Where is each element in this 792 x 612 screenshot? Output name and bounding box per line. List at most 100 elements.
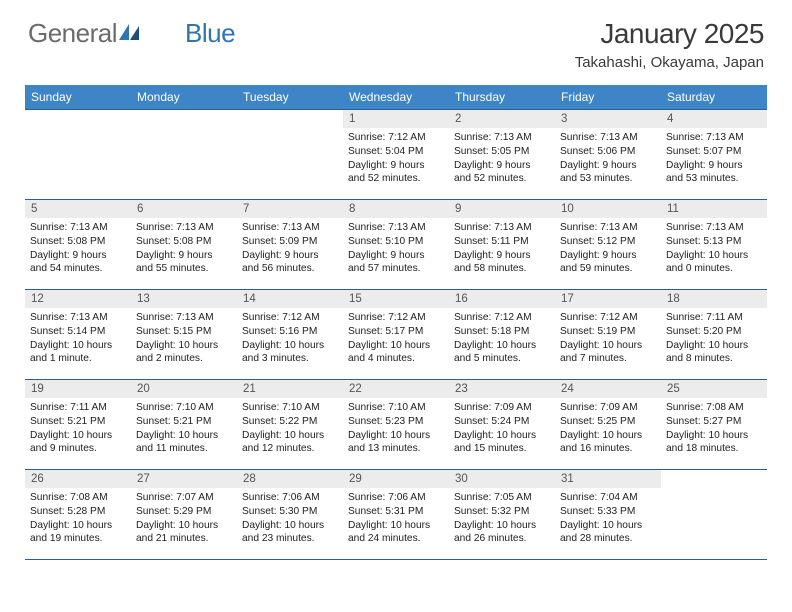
calendar-cell: 2 Sunrise: 7:13 AMSunset: 5:05 PMDaylight… xyxy=(449,110,555,200)
weekday-header: Wednesday xyxy=(343,85,449,110)
daylight-line: Daylight: 9 hours and 53 minutes. xyxy=(560,159,656,187)
day-number: 5 xyxy=(25,200,131,218)
calendar-cell: 3Sunrise: 7:13 AMSunset: 5:06 PMDaylight… xyxy=(555,110,661,200)
calendar-cell: 26Sunrise: 7:08 AMSunset: 5:28 PMDayligh… xyxy=(25,470,131,560)
day-info: Sunrise: 7:08 AMSunset: 5:28 PMDaylight:… xyxy=(25,488,131,550)
calendar-row: 19Sunrise: 7:11 AMSunset: 5:21 PMDayligh… xyxy=(25,380,767,470)
day-number: 4 xyxy=(661,110,767,128)
day-number: 3 xyxy=(555,110,661,128)
sunset-line: Sunset: 5:19 PM xyxy=(560,325,656,339)
daylight-line: Daylight: 10 hours and 18 minutes. xyxy=(666,429,762,457)
sunset-line: Sunset: 5:12 PM xyxy=(560,235,656,249)
calendar-cell: 23Sunrise: 7:09 AMSunset: 5:24 PMDayligh… xyxy=(449,380,555,470)
calendar-cell: 13Sunrise: 7:13 AMSunset: 5:15 PMDayligh… xyxy=(131,290,237,380)
sunset-line: Sunset: 5:20 PM xyxy=(666,325,762,339)
sunrise-line: Sunrise: 7:13 AM xyxy=(454,221,550,235)
day-info: Sunrise: 7:13 AMSunset: 5:08 PMDaylight:… xyxy=(131,218,237,280)
day-number: 16 xyxy=(449,290,555,308)
daylight-line: Daylight: 9 hours and 52 minutes. xyxy=(348,159,444,187)
sunset-line: Sunset: 5:08 PM xyxy=(30,235,126,249)
day-number: 10 xyxy=(555,200,661,218)
day-number: 17 xyxy=(555,290,661,308)
calendar-cell: 16Sunrise: 7:12 AMSunset: 5:18 PMDayligh… xyxy=(449,290,555,380)
calendar-cell xyxy=(131,110,237,200)
sunrise-line: Sunrise: 7:13 AM xyxy=(136,311,232,325)
daylight-line: Daylight: 10 hours and 15 minutes. xyxy=(454,429,550,457)
day-info: Sunrise: 7:10 AMSunset: 5:23 PMDaylight:… xyxy=(343,398,449,460)
sunrise-line: Sunrise: 7:06 AM xyxy=(242,491,338,505)
calendar-cell: 18Sunrise: 7:11 AMSunset: 5:20 PMDayligh… xyxy=(661,290,767,380)
sunset-line: Sunset: 5:06 PM xyxy=(560,145,656,159)
calendar-cell: 7Sunrise: 7:13 AMSunset: 5:09 PMDaylight… xyxy=(237,200,343,290)
day-number: 14 xyxy=(237,290,343,308)
day-info: Sunrise: 7:13 AMSunset: 5:08 PMDaylight:… xyxy=(25,218,131,280)
day-info: Sunrise: 7:12 AMSunset: 5:17 PMDaylight:… xyxy=(343,308,449,370)
sunrise-line: Sunrise: 7:10 AM xyxy=(348,401,444,415)
day-info: Sunrise: 7:13 AMSunset: 5:09 PMDaylight:… xyxy=(237,218,343,280)
weekday-header: Friday xyxy=(555,85,661,110)
sunrise-line: Sunrise: 7:08 AM xyxy=(30,491,126,505)
day-info: Sunrise: 7:06 AMSunset: 5:30 PMDaylight:… xyxy=(237,488,343,550)
sunrise-line: Sunrise: 7:11 AM xyxy=(666,311,762,325)
sunrise-line: Sunrise: 7:07 AM xyxy=(136,491,232,505)
sunset-line: Sunset: 5:13 PM xyxy=(666,235,762,249)
daylight-line: Daylight: 10 hours and 0 minutes. xyxy=(666,249,762,277)
calendar-cell: 27Sunrise: 7:07 AMSunset: 5:29 PMDayligh… xyxy=(131,470,237,560)
calendar-cell: 9Sunrise: 7:13 AMSunset: 5:11 PMDaylight… xyxy=(449,200,555,290)
day-info: Sunrise: 7:11 AMSunset: 5:20 PMDaylight:… xyxy=(661,308,767,370)
calendar-row: 26Sunrise: 7:08 AMSunset: 5:28 PMDayligh… xyxy=(25,470,767,560)
sunset-line: Sunset: 5:25 PM xyxy=(560,415,656,429)
daylight-line: Daylight: 10 hours and 4 minutes. xyxy=(348,339,444,367)
day-info: Sunrise: 7:04 AMSunset: 5:33 PMDaylight:… xyxy=(555,488,661,550)
sunrise-line: Sunrise: 7:13 AM xyxy=(666,221,762,235)
calendar-cell: 25Sunrise: 7:08 AMSunset: 5:27 PMDayligh… xyxy=(661,380,767,470)
day-info: Sunrise: 7:08 AMSunset: 5:27 PMDaylight:… xyxy=(661,398,767,460)
daylight-line: Daylight: 10 hours and 12 minutes. xyxy=(242,429,338,457)
calendar-cell: 17Sunrise: 7:12 AMSunset: 5:19 PMDayligh… xyxy=(555,290,661,380)
sunrise-line: Sunrise: 7:10 AM xyxy=(242,401,338,415)
daylight-line: Daylight: 10 hours and 11 minutes. xyxy=(136,429,232,457)
sunrise-line: Sunrise: 7:13 AM xyxy=(30,221,126,235)
sunset-line: Sunset: 5:05 PM xyxy=(454,145,550,159)
day-info: Sunrise: 7:13 AMSunset: 5:10 PMDaylight:… xyxy=(343,218,449,280)
calendar-cell: 20Sunrise: 7:10 AMSunset: 5:21 PMDayligh… xyxy=(131,380,237,470)
day-number: 31 xyxy=(555,470,661,488)
calendar-cell: 4Sunrise: 7:13 AMSunset: 5:07 PMDaylight… xyxy=(661,110,767,200)
sunrise-line: Sunrise: 7:12 AM xyxy=(348,311,444,325)
calendar-cell: 21Sunrise: 7:10 AMSunset: 5:22 PMDayligh… xyxy=(237,380,343,470)
day-info: Sunrise: 7:12 AMSunset: 5:18 PMDaylight:… xyxy=(449,308,555,370)
calendar-cell: 22Sunrise: 7:10 AMSunset: 5:23 PMDayligh… xyxy=(343,380,449,470)
sunset-line: Sunset: 5:24 PM xyxy=(454,415,550,429)
sunrise-line: Sunrise: 7:10 AM xyxy=(136,401,232,415)
sunset-line: Sunset: 5:23 PM xyxy=(348,415,444,429)
day-number: 27 xyxy=(131,470,237,488)
daylight-line: Daylight: 10 hours and 21 minutes. xyxy=(136,519,232,547)
sunrise-line: Sunrise: 7:12 AM xyxy=(560,311,656,325)
sunset-line: Sunset: 5:11 PM xyxy=(454,235,550,249)
day-number: 2 xyxy=(449,110,555,128)
daylight-line: Daylight: 10 hours and 24 minutes. xyxy=(348,519,444,547)
day-info: Sunrise: 7:13 AMSunset: 5:14 PMDaylight:… xyxy=(25,308,131,370)
sunset-line: Sunset: 5:32 PM xyxy=(454,505,550,519)
sunset-line: Sunset: 5:17 PM xyxy=(348,325,444,339)
day-number: 25 xyxy=(661,380,767,398)
day-number: 18 xyxy=(661,290,767,308)
day-number: 29 xyxy=(343,470,449,488)
day-number: 28 xyxy=(237,470,343,488)
sunset-line: Sunset: 5:18 PM xyxy=(454,325,550,339)
weekday-header: Monday xyxy=(131,85,237,110)
day-info: Sunrise: 7:09 AMSunset: 5:25 PMDaylight:… xyxy=(555,398,661,460)
daylight-line: Daylight: 9 hours and 58 minutes. xyxy=(454,249,550,277)
daylight-line: Daylight: 10 hours and 1 minute. xyxy=(30,339,126,367)
day-number: 23 xyxy=(449,380,555,398)
sunset-line: Sunset: 5:14 PM xyxy=(30,325,126,339)
daylight-line: Daylight: 10 hours and 8 minutes. xyxy=(666,339,762,367)
sunrise-line: Sunrise: 7:06 AM xyxy=(348,491,444,505)
daylight-line: Daylight: 9 hours and 52 minutes. xyxy=(454,159,550,187)
daylight-line: Daylight: 9 hours and 55 minutes. xyxy=(136,249,232,277)
sunrise-line: Sunrise: 7:13 AM xyxy=(454,131,550,145)
day-info: Sunrise: 7:11 AMSunset: 5:21 PMDaylight:… xyxy=(25,398,131,460)
weekday-header: Thursday xyxy=(449,85,555,110)
daylight-line: Daylight: 10 hours and 26 minutes. xyxy=(454,519,550,547)
day-info: Sunrise: 7:13 AMSunset: 5:12 PMDaylight:… xyxy=(555,218,661,280)
